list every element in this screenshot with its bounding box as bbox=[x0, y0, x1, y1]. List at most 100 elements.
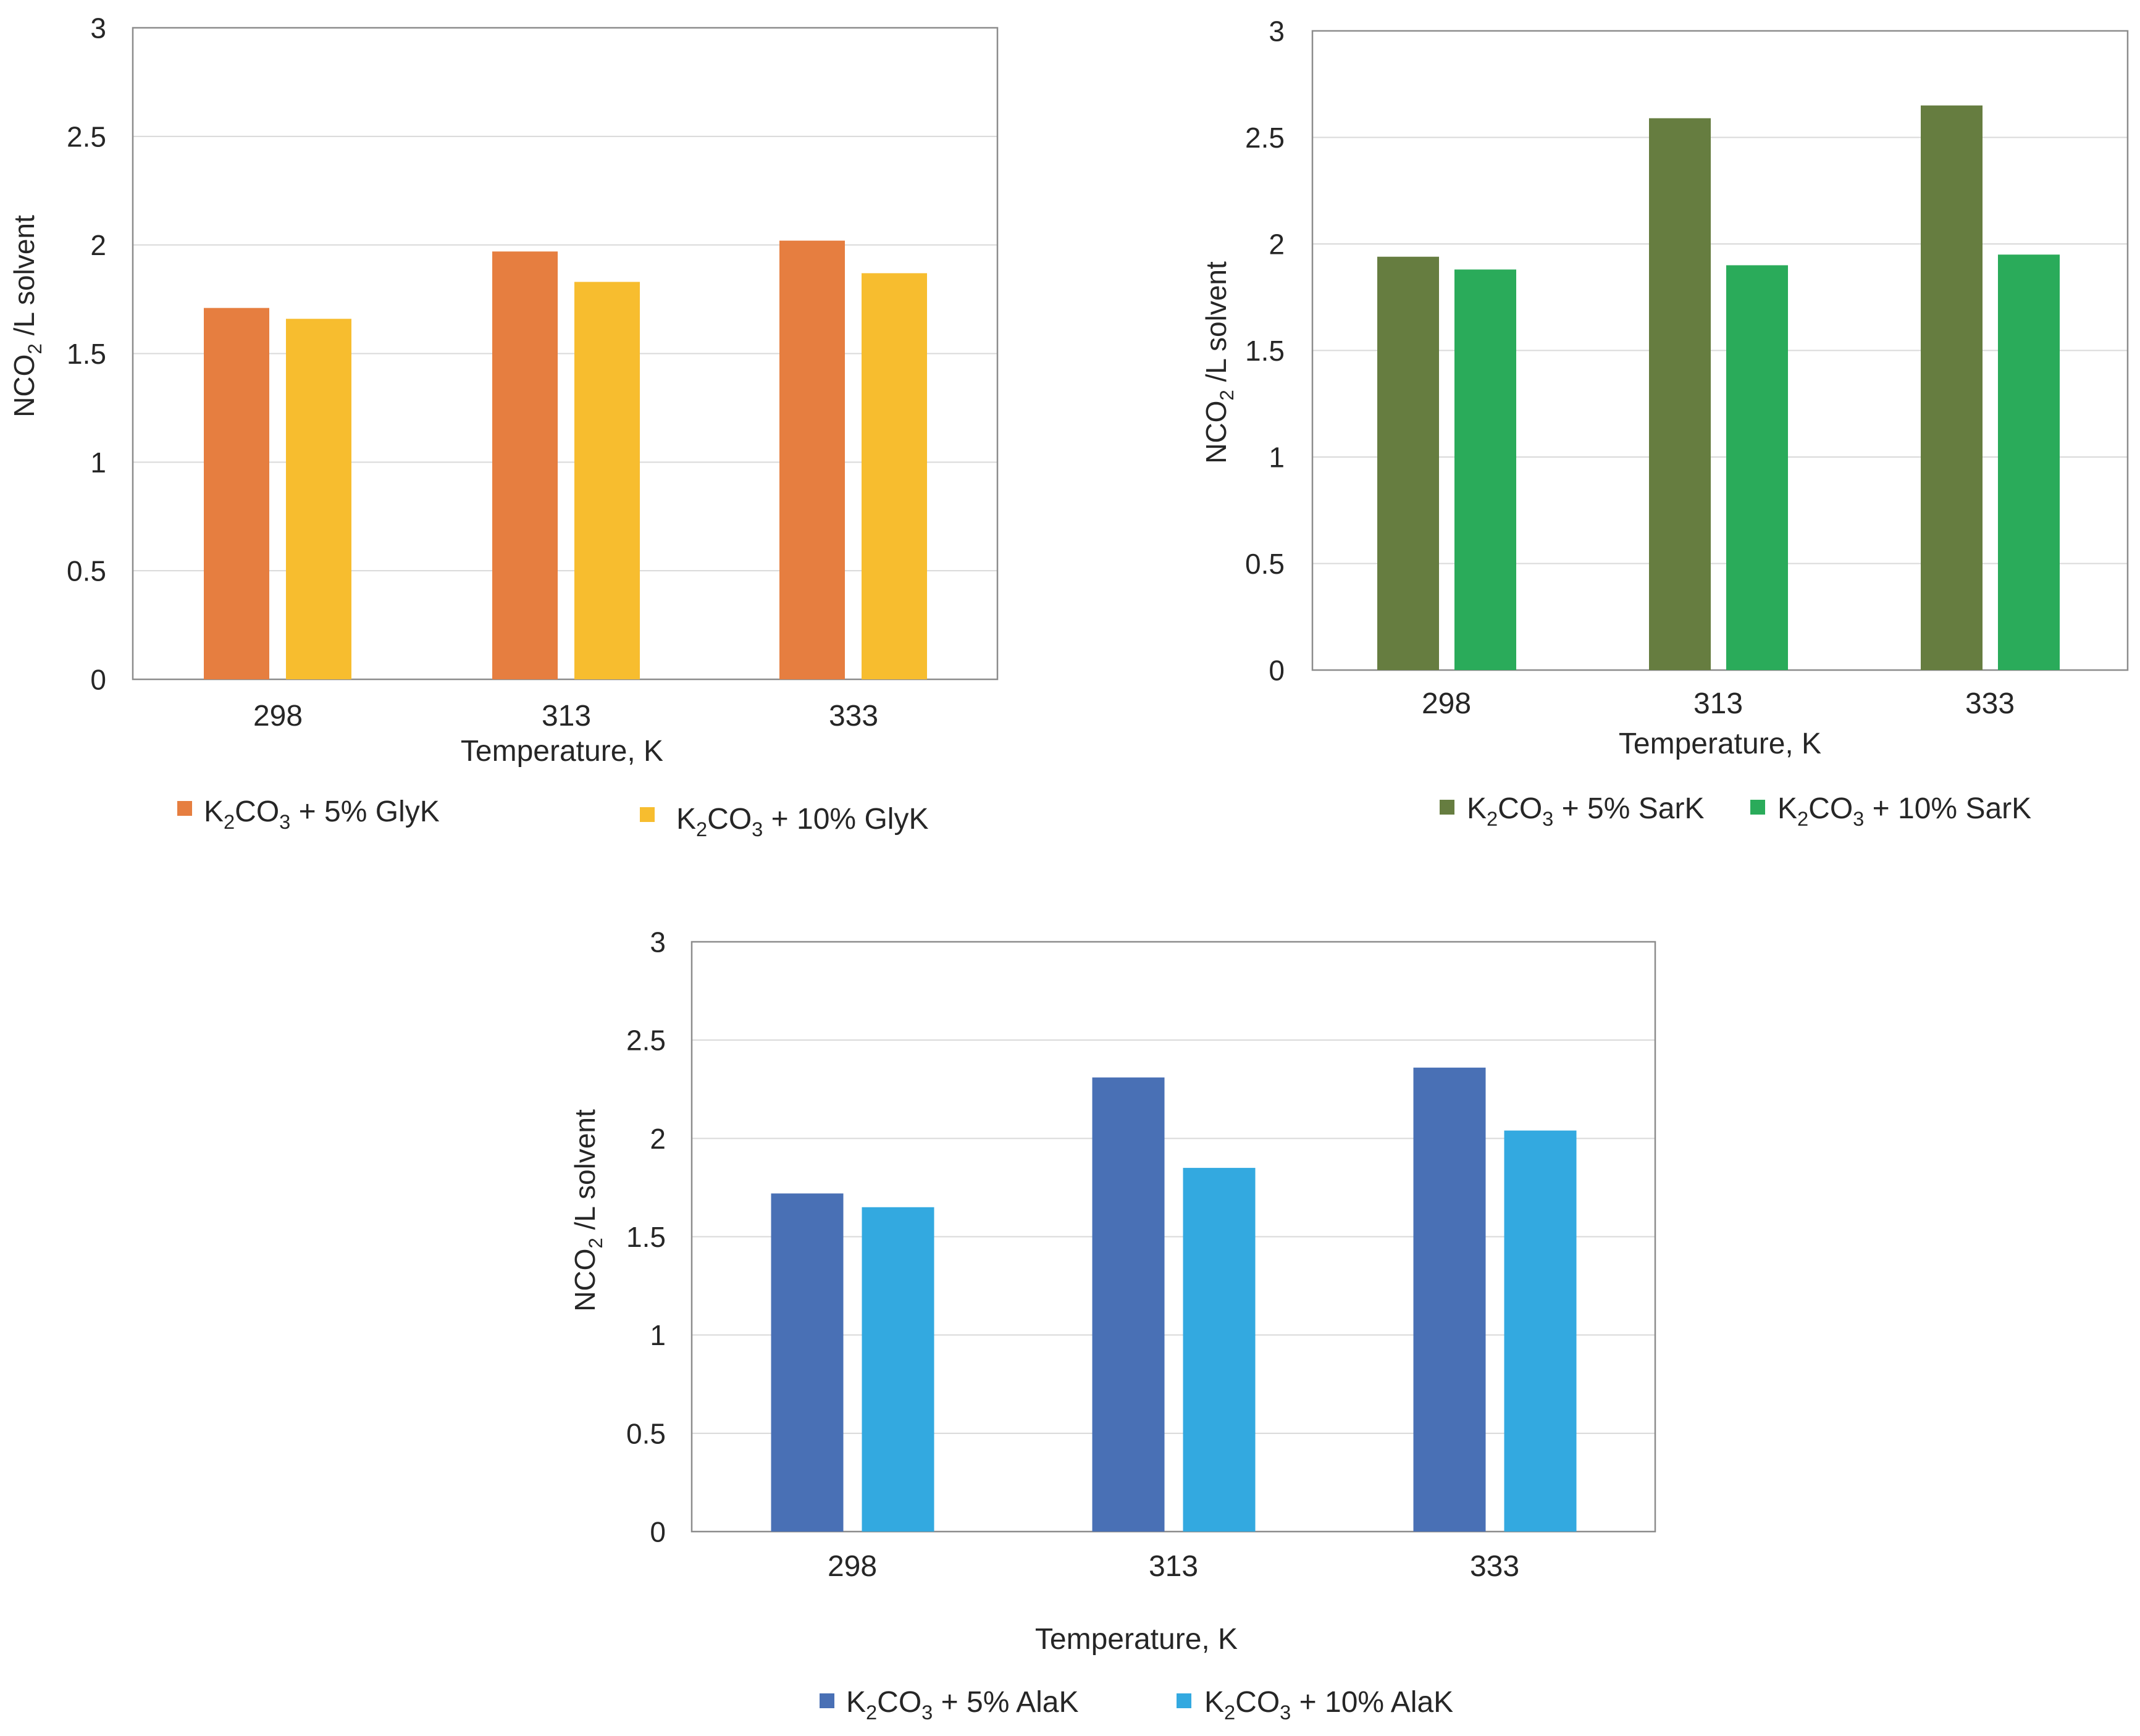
y-axis-label-rest: /L solvent bbox=[8, 215, 40, 343]
legend-subscript: 2 bbox=[224, 810, 235, 833]
y-tick-label: 3 bbox=[1269, 15, 1285, 48]
y-axis-label-main: NCO bbox=[569, 1249, 601, 1312]
legend-subscript: 2 bbox=[1797, 807, 1808, 830]
legend-swatch bbox=[1177, 1693, 1191, 1708]
x-tick-label: 313 bbox=[1149, 1550, 1198, 1583]
y-axis-label-subscript: 2 bbox=[1216, 390, 1238, 400]
legend-text: + 5% GlyK bbox=[290, 795, 439, 828]
legend-text: + 10% AlaK bbox=[1291, 1686, 1453, 1719]
bar-k2co3-10-alak-298 bbox=[862, 1207, 934, 1532]
y-tick-label: 0 bbox=[90, 664, 106, 696]
y-tick-label: 1 bbox=[90, 447, 106, 479]
legend-text: + 5% AlaK bbox=[933, 1686, 1078, 1719]
legend-subscript: 3 bbox=[752, 818, 763, 841]
y-tick-label: 1 bbox=[1269, 442, 1285, 474]
legend-text: CO bbox=[707, 803, 752, 836]
x-tick-label: 298 bbox=[828, 1550, 877, 1583]
bar-k2co3-5-sark-298 bbox=[1377, 256, 1439, 670]
legend-text: CO bbox=[1235, 1686, 1280, 1719]
legend-text: CO bbox=[235, 795, 279, 828]
x-tick-label: 333 bbox=[829, 700, 878, 732]
bar-k2co3-5-alak-313 bbox=[1092, 1077, 1165, 1532]
y-tick-label: 2.5 bbox=[626, 1025, 666, 1057]
bar-k2co3-5-glyk-333 bbox=[779, 240, 845, 680]
legend: K2CO3 + 5% SarK K2CO3 + 10% SarK bbox=[1440, 792, 2031, 830]
legend-swatch bbox=[1750, 800, 1765, 815]
x-tick-label: 313 bbox=[1693, 687, 1743, 720]
chart-panel-1: 0 0.5 1 1.5 2 2.5 3 298 313 333 Temperature, K NCO2… bbox=[8, 12, 999, 841]
bar-k2co3-10-alak-313 bbox=[1183, 1168, 1256, 1532]
y-axis-label: NCO2 /L solvent bbox=[569, 1109, 606, 1312]
x-tick-label: 333 bbox=[1470, 1550, 1519, 1583]
legend: K2CO3 + 5% GlyK K2CO3 + 10% GlyK bbox=[177, 795, 928, 841]
legend-text: + 5% SarK bbox=[1553, 792, 1704, 825]
legend-subscript: 2 bbox=[1487, 807, 1498, 830]
legend-label: K2CO3 + 10% AlaK bbox=[1204, 1686, 1453, 1724]
y-tick-label: 1 bbox=[650, 1319, 666, 1351]
y-tick-label: 1.5 bbox=[1245, 335, 1285, 367]
y-tick-label: 0 bbox=[650, 1516, 666, 1548]
x-axis-label: Temperature, K bbox=[1619, 728, 1821, 760]
x-tick-label: 313 bbox=[542, 700, 591, 732]
y-axis-label-main: NCO bbox=[1200, 401, 1232, 464]
legend-label: K2CO3 + 10% GlyK bbox=[676, 803, 928, 841]
legend-label: K2CO3 + 10% SarK bbox=[1777, 792, 2031, 830]
y-tick-label: 1.5 bbox=[67, 338, 106, 370]
x-tick-label: 298 bbox=[1422, 687, 1471, 720]
legend-text: CO bbox=[1808, 792, 1853, 825]
legend-label: K2CO3 + 5% GlyK bbox=[204, 795, 440, 833]
y-axis-label-subscript: 2 bbox=[24, 343, 46, 354]
x-tick-label: 333 bbox=[1965, 687, 2015, 720]
legend: K2CO3 + 5% AlaK K2CO3 + 10% AlaK bbox=[820, 1686, 1453, 1724]
legend-text: K bbox=[1467, 792, 1487, 825]
legend-subscript: 2 bbox=[866, 1701, 877, 1724]
legend-text: CO bbox=[877, 1686, 921, 1719]
y-axis-label: NCO2 /L solvent bbox=[1200, 261, 1238, 464]
legend-subscript: 3 bbox=[279, 810, 290, 833]
legend-subscript: 3 bbox=[1853, 807, 1864, 830]
legend-subscript: 3 bbox=[921, 1701, 933, 1724]
legend-text: K bbox=[846, 1686, 866, 1719]
plot-area bbox=[132, 27, 999, 681]
plot-area bbox=[690, 941, 1656, 1533]
y-tick-label: 0.5 bbox=[67, 555, 106, 587]
y-tick-label: 2 bbox=[90, 229, 106, 261]
legend-swatch bbox=[640, 807, 655, 822]
y-tick-label: 3 bbox=[650, 926, 666, 958]
bar-k2co3-5-alak-298 bbox=[771, 1193, 844, 1532]
x-axis-label: Temperature, K bbox=[461, 735, 663, 768]
legend-subscript: 2 bbox=[696, 818, 707, 841]
bar-k2co3-10-alak-333 bbox=[1504, 1130, 1577, 1532]
y-tick-label: 2.5 bbox=[1245, 122, 1285, 154]
y-tick-label: 2 bbox=[1269, 229, 1285, 261]
bar-k2co3-10-sark-298 bbox=[1454, 269, 1516, 670]
x-tick-label: 298 bbox=[253, 700, 303, 732]
y-axis-label-subscript: 2 bbox=[585, 1238, 606, 1248]
bar-k2co3-5-alak-333 bbox=[1413, 1067, 1486, 1532]
legend-subscript: 3 bbox=[1280, 1701, 1291, 1724]
legend-text: + 10% GlyK bbox=[763, 803, 928, 836]
x-axis-label: Temperature, K bbox=[1035, 1623, 1238, 1656]
y-tick-label: 2 bbox=[650, 1123, 666, 1155]
legend-text: K bbox=[204, 795, 224, 828]
bar-k2co3-10-glyk-313 bbox=[574, 282, 640, 679]
y-tick-label: 2.5 bbox=[67, 120, 106, 153]
legend-label: K2CO3 + 5% SarK bbox=[1467, 792, 1704, 830]
legend-text: K bbox=[676, 803, 696, 836]
bar-k2co3-5-sark-333 bbox=[1921, 105, 1983, 670]
y-tick-label: 0.5 bbox=[626, 1417, 666, 1449]
y-axis-label-rest: /L solvent bbox=[1200, 261, 1232, 390]
legend-text: + 10% SarK bbox=[1864, 792, 2031, 825]
legend-swatch bbox=[1440, 800, 1454, 815]
y-tick-label: 3 bbox=[90, 12, 106, 44]
bar-k2co3-5-sark-313 bbox=[1649, 118, 1711, 670]
legend-text: CO bbox=[1498, 792, 1542, 825]
bar-k2co3-10-glyk-298 bbox=[286, 319, 351, 679]
legend-text: K bbox=[1204, 1686, 1224, 1719]
y-axis-label: NCO2 /L solvent bbox=[8, 215, 46, 417]
legend-swatch bbox=[177, 801, 192, 816]
bar-k2co3-10-sark-333 bbox=[1998, 254, 2060, 670]
